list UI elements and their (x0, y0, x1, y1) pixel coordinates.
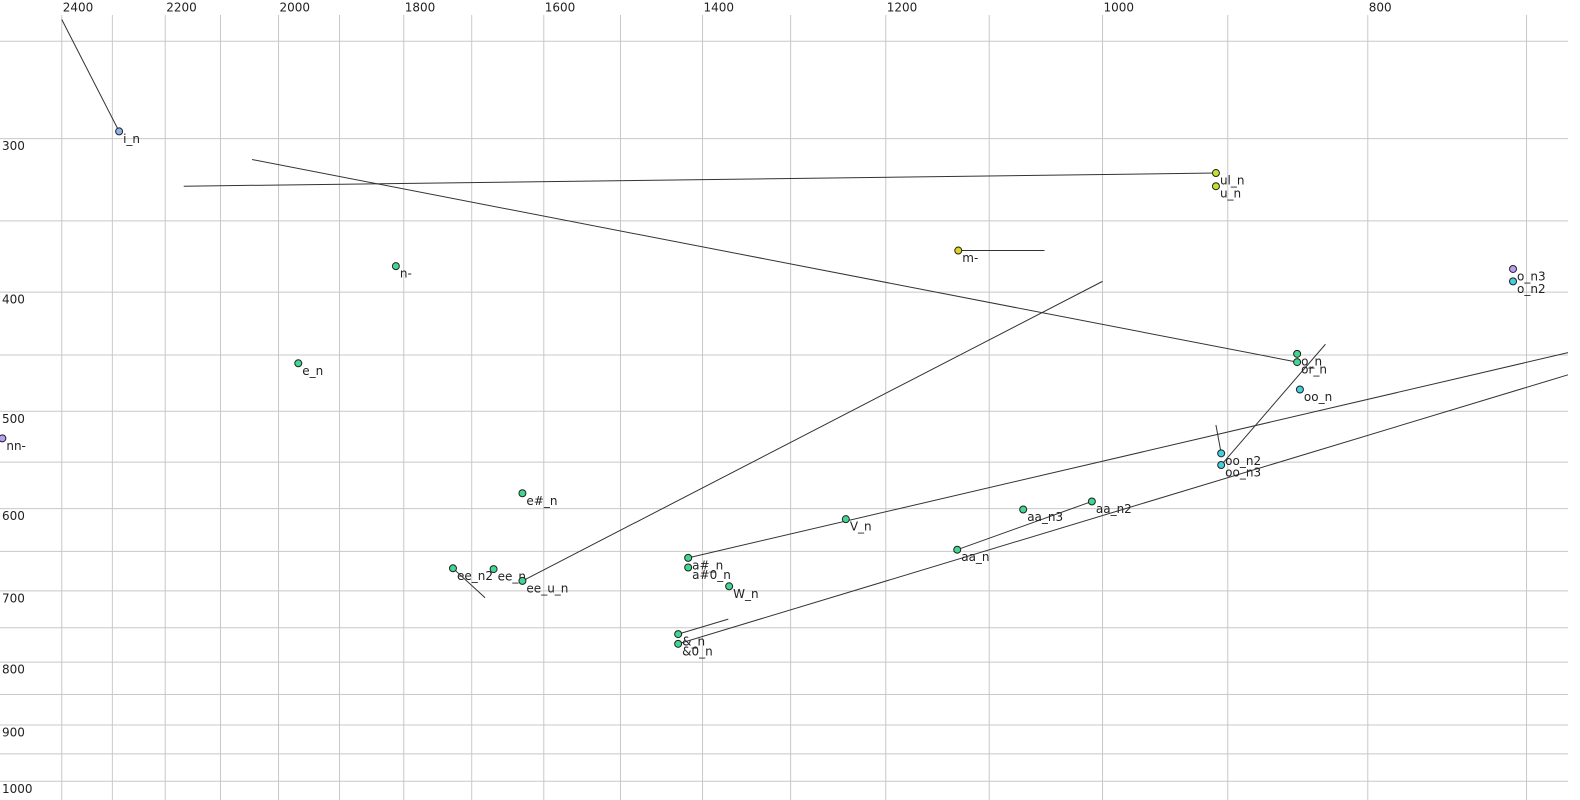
x-tick-label: 1000 (1104, 1, 1135, 15)
y-tick-label: 700 (2, 591, 25, 605)
trajectory (1215, 424, 1222, 454)
y-tick-label: 500 (2, 412, 25, 426)
point-label: aa_n (961, 550, 989, 564)
x-tick-label: 1800 (405, 1, 436, 15)
point-label: oo_n2 (1225, 454, 1261, 468)
point-label: aa_n3 (1027, 510, 1063, 524)
point (1217, 449, 1226, 458)
x-tick-label: 800 (1369, 1, 1392, 15)
trajectory (452, 567, 486, 599)
point (1293, 349, 1302, 358)
point-label: oo_n3 (1225, 466, 1261, 480)
point-label: o_n2 (1517, 282, 1546, 296)
point-label: &_n (682, 635, 705, 649)
point-label: V_n (850, 520, 872, 534)
point-label: ul_n (1220, 174, 1245, 188)
point (1217, 461, 1226, 470)
point-label: o_n3 (1517, 269, 1546, 283)
trajectory (678, 618, 729, 635)
point (518, 576, 527, 585)
point (489, 565, 498, 574)
point (1295, 385, 1304, 394)
point (115, 127, 124, 136)
point-label: e#_n (526, 494, 557, 508)
point (841, 515, 850, 524)
trajectory (688, 352, 1569, 559)
point-label: o_n (1301, 354, 1322, 368)
point (953, 545, 962, 554)
point (1087, 497, 1096, 506)
y-tick-label: 900 (2, 726, 25, 740)
point (674, 630, 683, 639)
y-tick-label: 300 (2, 139, 25, 153)
trajectory (957, 500, 1093, 551)
point-label: a#_n (692, 558, 723, 572)
x-tick-label: 1200 (887, 1, 918, 15)
point (684, 563, 693, 572)
point (391, 262, 400, 271)
point-label: oo_n (1304, 390, 1332, 404)
point-label: u_n (1220, 187, 1241, 201)
x-tick-label: 2200 (166, 1, 197, 15)
point (954, 246, 963, 255)
point (1509, 264, 1518, 273)
point-label: n- (400, 267, 412, 281)
y-tick-label: 600 (2, 509, 25, 523)
y-tick-label: 800 (2, 663, 25, 677)
x-tick-label: 1600 (545, 1, 576, 15)
point (725, 582, 734, 591)
y-tick-label: 400 (2, 293, 25, 307)
x-tick-label: 2400 (63, 1, 94, 15)
point (448, 564, 457, 573)
x-tick-label: 1400 (704, 1, 735, 15)
trajectory (678, 374, 1569, 645)
trajectory (1220, 343, 1326, 466)
point (518, 489, 527, 498)
point-label: &0_n (682, 644, 713, 658)
point (674, 639, 683, 648)
point (0, 434, 7, 443)
point-label: or_n (1301, 363, 1327, 377)
point (684, 553, 693, 562)
x-tick-label: 2000 (280, 1, 311, 15)
point (1509, 277, 1518, 286)
point (1019, 505, 1028, 514)
point (294, 359, 303, 368)
trajectory (61, 19, 120, 132)
point (1293, 358, 1302, 367)
point-label: ee_n2 (457, 569, 493, 583)
point (1211, 169, 1220, 178)
point (1211, 182, 1220, 191)
point-label: e_n (302, 364, 323, 378)
trajectory (522, 280, 1103, 582)
point-label: aa_n2 (1096, 502, 1132, 516)
y-tick-label: 1000 (2, 782, 33, 796)
point-label: m- (962, 251, 978, 265)
point-label: W_n (733, 587, 758, 601)
point-label: ee_u_n (526, 581, 568, 595)
trajectory (183, 172, 1216, 187)
point-label: nn- (6, 439, 26, 453)
point-label: a#0_n (692, 568, 731, 582)
trajectory (251, 159, 1298, 363)
point-label: i_n (123, 132, 140, 146)
